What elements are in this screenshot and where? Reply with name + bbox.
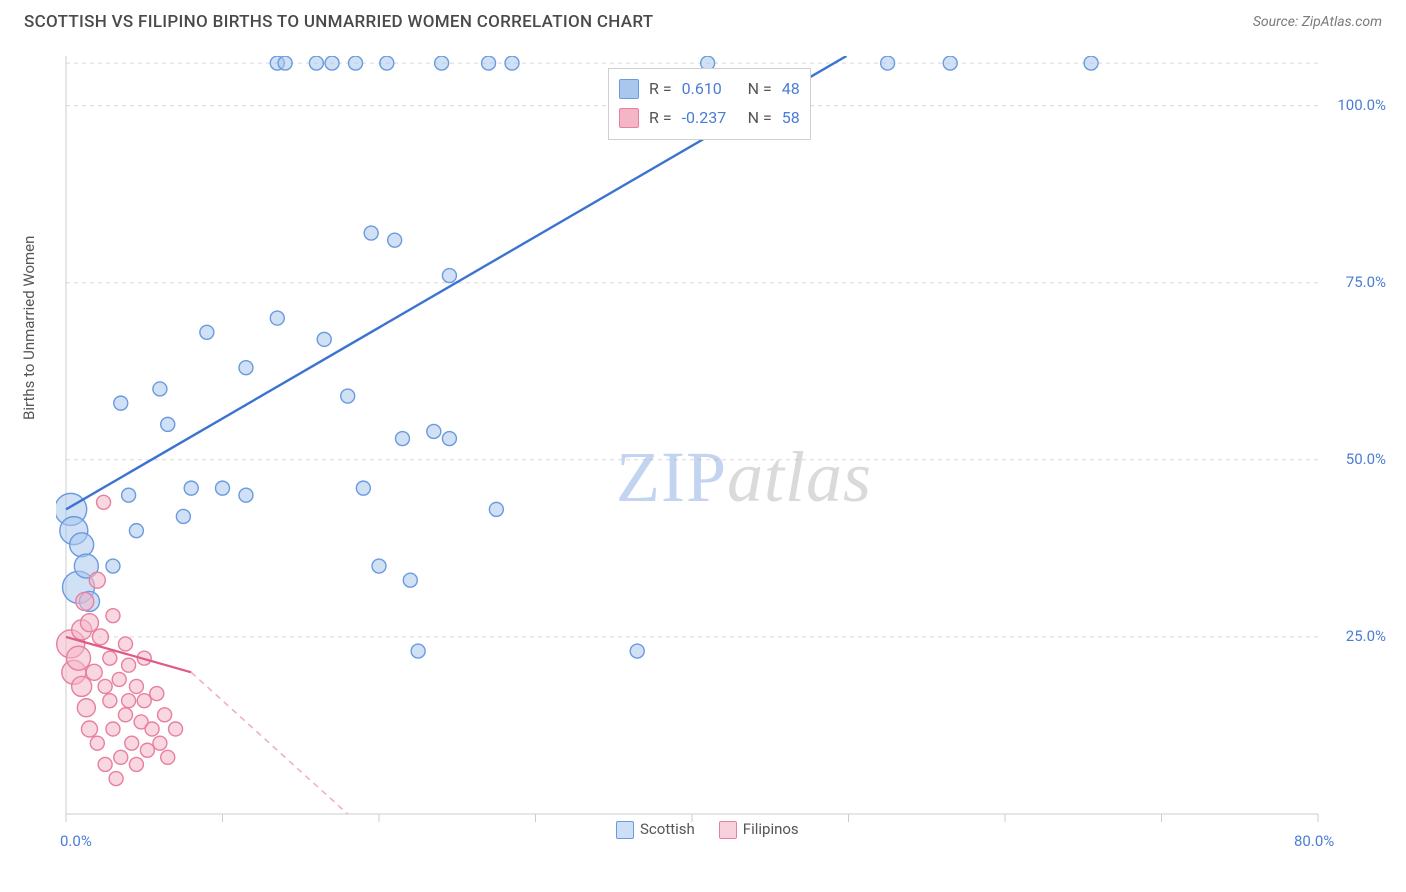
stats-n-label: N = xyxy=(748,75,772,104)
legend-label: Scottish xyxy=(640,820,695,838)
legend-swatch xyxy=(616,821,634,839)
y-tick-label: 100.0% xyxy=(1326,96,1386,114)
stats-swatch xyxy=(619,79,639,99)
header: SCOTTISH VS FILIPINO BIRTHS TO UNMARRIED… xyxy=(0,0,1406,40)
plot-area: R =0.610N =48R =-0.237N =58 ZIPatlas Sco… xyxy=(56,56,1382,832)
y-axis-label: Births to Unmarried Women xyxy=(20,236,38,420)
legend-label: Filipinos xyxy=(743,820,799,838)
stats-r-value: 0.610 xyxy=(682,75,738,104)
legend-swatch xyxy=(719,821,737,839)
x-tick-label-right: 80.0% xyxy=(1294,832,1334,850)
legend: Scottish Filipinos xyxy=(616,820,799,839)
stats-r-label: R = xyxy=(649,104,672,133)
stats-r-label: R = xyxy=(649,75,672,104)
chart-container: SCOTTISH VS FILIPINO BIRTHS TO UNMARRIED… xyxy=(0,0,1406,892)
stats-n-value: 58 xyxy=(782,104,800,133)
x-tick-label-left: 0.0% xyxy=(60,832,92,850)
stats-n-label: N = xyxy=(748,104,772,133)
stats-n-value: 48 xyxy=(782,75,800,104)
legend-item-filipinos: Filipinos xyxy=(719,820,799,839)
y-tick-label: 50.0% xyxy=(1326,450,1386,468)
stats-swatch xyxy=(619,108,639,128)
correlation-stats-box: R = 0.610 N = 48 R = -0.237 N = 58 xyxy=(608,68,811,140)
stats-row-scottish: R = 0.610 N = 48 xyxy=(619,75,800,104)
stats-row-filipinos: R = -0.237 N = 58 xyxy=(619,104,800,133)
chart-title: SCOTTISH VS FILIPINO BIRTHS TO UNMARRIED… xyxy=(24,12,653,32)
y-tick-label: 75.0% xyxy=(1326,273,1386,291)
scatter-plot-svg xyxy=(56,56,1382,832)
source-label: Source: ZipAtlas.com xyxy=(1253,14,1382,30)
legend-item-scottish: Scottish xyxy=(616,820,695,839)
stats-r-value: -0.237 xyxy=(682,104,738,133)
y-tick-label: 25.0% xyxy=(1326,627,1386,645)
